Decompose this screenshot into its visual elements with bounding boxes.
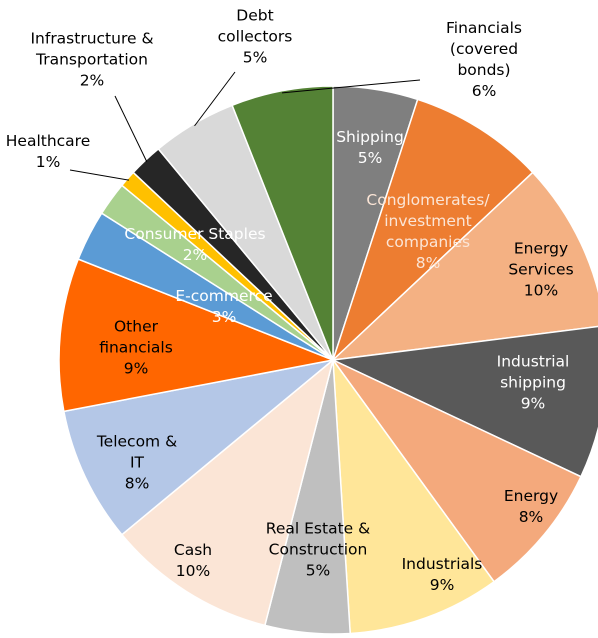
value-label: 10% — [175, 562, 211, 580]
leader-line — [194, 71, 236, 127]
slice-label: Financials (covered bonds) 6% — [427, 18, 541, 102]
leader-line — [69, 169, 130, 181]
value-label: 8% — [124, 474, 150, 493]
slice-label: Infrastructure & Transportation 2% — [30, 29, 153, 92]
value-label: 6% — [471, 82, 497, 100]
slice-label: Energy 8% — [504, 486, 558, 528]
category-label: Cash — [173, 541, 213, 559]
value-label: 2% — [79, 71, 105, 90]
slice-label: Real Estate & Construction 5% — [266, 519, 370, 582]
pie-slice — [231, 85, 334, 361]
value-label: 8% — [518, 508, 544, 526]
value-label: 8% — [415, 254, 441, 272]
category-label: Financials (covered bonds) — [446, 19, 522, 79]
slice-label: E-commerce 3% — [175, 286, 272, 328]
slice-label: Industrials 9% — [402, 554, 483, 596]
slice-label: Shipping 5% — [336, 127, 404, 169]
value-label: 2% — [182, 246, 208, 264]
slice-label: Debt collectors 5% — [218, 6, 293, 69]
slice-label: Conglomerates/ investment companies 8% — [366, 190, 489, 274]
value-label: 9% — [520, 394, 546, 413]
category-label: Debt collectors — [217, 6, 293, 46]
slice-label: Industrial shipping 9% — [497, 352, 570, 415]
value-label: 5% — [357, 149, 383, 167]
pie-slice — [332, 357, 496, 635]
category-label: Consumer Staples — [124, 225, 266, 243]
pie-slice — [332, 98, 534, 361]
category-label: Conglomerates/ investment companies — [366, 191, 490, 251]
category-label: Healthcare — [5, 132, 91, 150]
category-label: Shipping — [336, 128, 404, 146]
category-label: E-commerce — [175, 287, 273, 305]
pie-slice — [120, 357, 335, 627]
leader-line — [281, 79, 421, 94]
slice-label: Energy Services 10% — [508, 239, 573, 302]
slice-label: Healthcare 1% — [6, 131, 91, 173]
value-label: 9% — [429, 576, 455, 594]
pie-slice — [58, 258, 336, 413]
value-label: 10% — [523, 281, 559, 300]
category-label: Industrials — [401, 555, 483, 573]
slice-label: Consumer Staples 2% — [124, 224, 265, 266]
pie-slice — [62, 359, 334, 536]
pie-slice — [332, 359, 582, 583]
slice-label: Telecom & IT 8% — [97, 432, 177, 495]
pie-slice — [330, 171, 598, 362]
category-label: Infrastructure & Transportation — [30, 29, 154, 69]
value-label: 3% — [211, 308, 237, 326]
category-label: Real Estate & Construction — [265, 519, 371, 559]
pie-slice — [330, 325, 598, 478]
category-label: Industrial shipping — [496, 352, 570, 392]
category-label: Telecom & IT — [96, 432, 178, 472]
leader-line — [114, 95, 148, 162]
value-label: 9% — [123, 359, 149, 378]
slice-label: Cash 10% — [174, 540, 212, 582]
slice-label: Other financials 9% — [99, 317, 173, 380]
value-label: 1% — [35, 153, 61, 171]
category-label: Energy — [503, 487, 559, 505]
category-label: Energy Services — [508, 239, 574, 279]
value-label: 5% — [242, 48, 268, 67]
value-label: 5% — [305, 561, 331, 580]
category-label: Other financials — [99, 317, 173, 357]
